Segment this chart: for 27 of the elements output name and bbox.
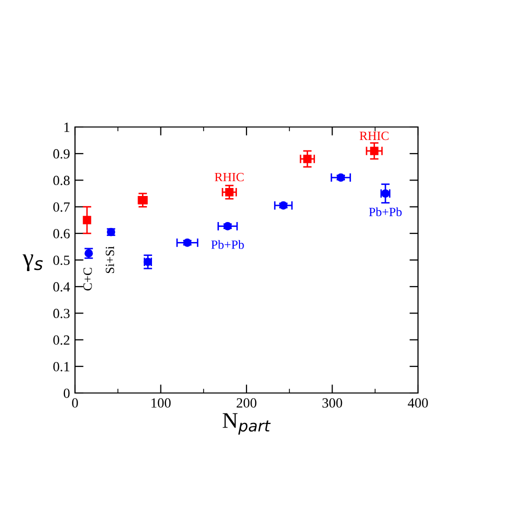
annotation: Si+Si	[106, 246, 114, 274]
y-tick-label: 0	[64, 388, 70, 398]
point	[370, 146, 378, 156]
y-tick-label: 0.4	[53, 282, 70, 292]
x-axis-title: N$_{part}$	[222, 413, 271, 435]
annotation: Pb+Pb	[369, 207, 402, 216]
x-tick-label: 300	[322, 398, 342, 408]
annotation: RHIC	[214, 172, 244, 182]
y-axis-title: γ$_{s}$	[22, 254, 43, 272]
y-tick-label: 0.7	[53, 202, 70, 212]
annotation: C+C	[83, 268, 92, 290]
y-tick-label: 0.8	[53, 176, 70, 186]
x-tick-label: 0	[72, 398, 78, 408]
y-tick-label: 0.6	[53, 228, 70, 238]
point	[303, 154, 312, 164]
y-tick-label: 0.1	[53, 362, 70, 372]
y-tick-label: 0.9	[53, 149, 70, 159]
annotation: RHIC	[360, 132, 389, 140]
x-tick-label: 400	[408, 398, 428, 408]
y-tick-label: 0.2	[53, 335, 70, 345]
y-tick-label: 1	[64, 122, 70, 132]
point	[82, 216, 92, 224]
x-tick-label: 200	[236, 398, 256, 408]
y-tick-label: 0.5	[53, 256, 70, 266]
x-tick-label: 100	[152, 398, 171, 408]
y-tick-label: 0.3	[53, 308, 70, 318]
annotation: Pb+Pb	[211, 240, 244, 249]
